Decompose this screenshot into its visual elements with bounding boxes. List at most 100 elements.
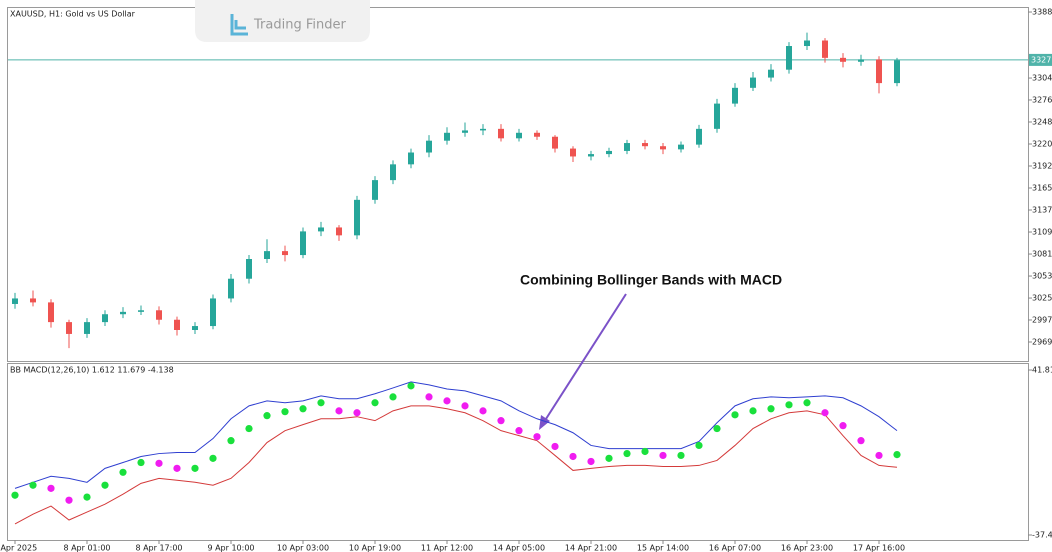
candle-body <box>534 132 540 137</box>
macd-dot <box>281 408 289 416</box>
arrow-head <box>539 415 550 430</box>
candle-body <box>786 46 792 70</box>
candle-body <box>300 231 306 256</box>
y-tick-label: 3025.5 <box>1032 294 1052 303</box>
y-tick-label: 3276.6 <box>1032 95 1052 104</box>
y-tick-label: 3220.8 <box>1032 139 1052 148</box>
candle-body <box>750 77 756 88</box>
y-tick-label: 3081.3 <box>1032 250 1052 259</box>
macd-dot <box>623 449 631 458</box>
candle-body <box>84 322 90 334</box>
candle-body <box>624 143 630 151</box>
macd-dot <box>119 468 127 476</box>
macd-dot <box>533 433 541 441</box>
price-label: 3327.4 <box>1031 55 1052 64</box>
candle-body <box>462 130 468 133</box>
macd-dot <box>317 399 325 407</box>
watermark-logo <box>230 14 248 36</box>
band-line <box>14 405 898 525</box>
chart-title: XAUUSD, H1: Gold vs US Dollar <box>10 10 136 19</box>
candle-body <box>660 146 666 150</box>
candle-body <box>822 40 828 58</box>
macd-dot <box>587 457 595 466</box>
candle-body <box>354 199 360 236</box>
macd-dot <box>191 464 199 472</box>
x-tick-label: 14 Apr 21:00 <box>565 544 617 552</box>
x-tick-label: 10 Apr 03:00 <box>277 544 329 552</box>
candle-body <box>210 298 216 327</box>
macd-dot <box>605 454 613 462</box>
y-tick-label: 3388.1 <box>1032 8 1052 17</box>
x-tick-label: 11 Apr 12:00 <box>421 544 473 552</box>
macd-dot <box>65 496 73 504</box>
macd-dot <box>227 437 235 445</box>
arrow-line <box>543 293 627 423</box>
candle-body <box>714 103 720 129</box>
candle-body <box>588 154 594 157</box>
y-tick-label: 3053.4 <box>1032 272 1052 281</box>
watermark: Trading Finder <box>195 0 370 42</box>
macd-dot <box>677 451 685 460</box>
macd-dot <box>857 437 865 445</box>
macd-dot <box>785 401 793 409</box>
macd-dot <box>11 491 19 499</box>
macd-dot <box>497 417 505 425</box>
macd-dot <box>821 409 829 417</box>
candle-body <box>264 251 270 260</box>
macd-dot <box>641 447 649 456</box>
macd-dot <box>893 451 901 459</box>
price-label-box <box>1029 53 1052 66</box>
candle-body <box>678 144 684 150</box>
candle-body <box>138 310 144 312</box>
x-tick-label: 10 Apr 19:00 <box>349 544 401 552</box>
macd-dot <box>155 459 163 467</box>
macd-dot <box>515 427 523 435</box>
macd-dot <box>569 452 577 461</box>
candle-body <box>282 251 288 256</box>
y-tick-label: 2997.7 <box>1032 315 1052 324</box>
band-line <box>14 381 898 489</box>
candle-body <box>498 128 504 139</box>
y-tick-label: 2969.8 <box>1032 337 1052 346</box>
candle-body <box>444 132 450 141</box>
candle-body <box>102 314 108 323</box>
macd-dot <box>659 451 667 460</box>
macd-dot <box>713 424 721 433</box>
candle-body <box>66 322 72 334</box>
macd-dot <box>209 454 217 462</box>
x-tick-label: 8 Apr 01:00 <box>63 544 110 552</box>
candle-body <box>156 310 162 320</box>
x-tick-label: 14 Apr 05:00 <box>493 544 545 552</box>
macd-dot <box>461 402 469 410</box>
x-tick-label: 16 Apr 07:00 <box>709 544 761 552</box>
candle-body <box>768 69 774 78</box>
macd-dot <box>353 409 361 417</box>
macd-dot <box>137 458 145 467</box>
candle-body <box>30 298 36 303</box>
macd-dot <box>389 393 397 401</box>
x-tick-label: 9 Apr 10:00 <box>207 544 254 552</box>
candle-body <box>318 227 324 232</box>
candle-body <box>120 311 126 315</box>
candle-body <box>192 326 198 330</box>
candle-body <box>228 278 234 299</box>
macd-dot <box>407 382 415 390</box>
y-tick-label: 3304.4 <box>1032 74 1052 83</box>
macd-dot <box>749 407 757 415</box>
macd-dot <box>695 441 703 450</box>
candle-body <box>570 148 576 157</box>
macd-dot <box>443 397 451 405</box>
y-tick-label: 3165.0 <box>1032 184 1052 193</box>
x-tick-label: 7 Apr 2025 <box>0 544 37 552</box>
macd-dot <box>173 464 181 472</box>
y-tick-label: 3248.7 <box>1032 117 1052 126</box>
y-tick-label: -37.40 <box>1032 531 1052 540</box>
candle-body <box>552 136 558 149</box>
candle-body <box>858 59 864 62</box>
macd-dot <box>839 422 847 430</box>
candle-body <box>390 164 396 181</box>
y-tick-label: 3109.2 <box>1032 228 1052 237</box>
candle-body <box>336 227 342 236</box>
